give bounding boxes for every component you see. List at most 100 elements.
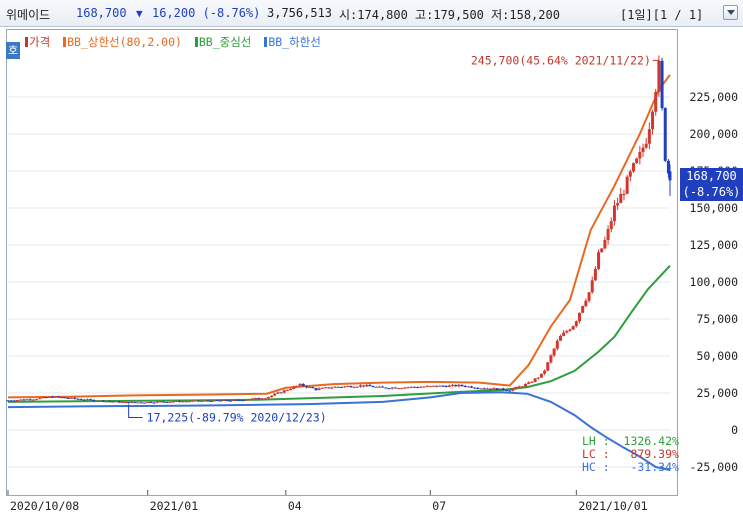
legend-item-bb-middle: BB_중심선 [194, 35, 251, 49]
candle-body [565, 330, 569, 333]
candle-body [73, 397, 77, 399]
candle-body [44, 397, 48, 399]
chart-legend: 가격 BB_상한선(80,2.00) BB_중심선 BB_하한선 [25, 34, 327, 50]
candle-body [54, 396, 58, 398]
candle-body [324, 387, 328, 389]
candle-body [76, 398, 80, 400]
mode-badge[interactable]: 호 [6, 42, 20, 59]
y-tick-label: 150,000 [690, 201, 739, 215]
candle-body [66, 397, 70, 399]
candle-body [225, 400, 229, 402]
candle-body [495, 388, 499, 390]
candle-body [289, 388, 293, 390]
candle-body [397, 388, 401, 390]
legend-swatch [194, 37, 198, 47]
bb-middle-line [7, 265, 671, 403]
dropdown-button[interactable] [723, 5, 738, 20]
candle-body [336, 386, 340, 388]
high-annotation: 245,700(45.64% 2021/11/22) [471, 53, 651, 67]
candle-body [393, 387, 397, 389]
candle-body [390, 387, 394, 389]
period-indicator[interactable]: [1일][1 / 1] [620, 8, 704, 22]
candle-body [568, 329, 572, 331]
candle-body [127, 402, 131, 404]
candle-body [25, 399, 29, 401]
candle-body [241, 400, 245, 402]
candle-body [139, 402, 143, 404]
candle-body [352, 387, 356, 389]
candle-body [578, 312, 582, 322]
candle-body [349, 386, 353, 388]
chevron-down-icon [727, 10, 735, 15]
candle-body [609, 221, 613, 230]
legend-label: 가격 [29, 35, 51, 49]
candle-body [501, 388, 505, 391]
candle-body [416, 387, 420, 389]
legend-label: BB_상한선(80,2.00) [67, 35, 182, 49]
candle-body [546, 362, 550, 371]
candle-body [117, 401, 121, 403]
candle-body [285, 389, 289, 391]
candle-body [654, 91, 658, 112]
candle-body [435, 385, 439, 387]
candle-body [28, 399, 32, 401]
candle-body [70, 397, 74, 399]
candle-body [317, 388, 321, 390]
legend-swatch [63, 37, 67, 47]
candle-body [244, 399, 248, 401]
candle-body [187, 401, 191, 403]
candle-body [358, 385, 362, 387]
candle-body [616, 203, 620, 206]
candle-body [400, 388, 404, 390]
candle-body [12, 400, 16, 402]
legend-item-bb-lower: BB_하한선 [264, 35, 321, 49]
candle-body [85, 399, 89, 401]
candle-body [60, 397, 64, 399]
y-tick-label: 25,000 [696, 386, 738, 400]
candle-body [273, 393, 277, 396]
candle-body [143, 402, 147, 404]
candle-body [6, 400, 10, 402]
candle-body [482, 388, 486, 390]
candle-body [276, 392, 280, 394]
candle-body [603, 239, 607, 249]
candle-body [527, 382, 531, 384]
stat-hc: HC : -31.34% [582, 460, 679, 474]
candle-body [254, 397, 258, 399]
candle-body [651, 111, 655, 130]
candle-body [212, 400, 216, 402]
candle-body [101, 400, 105, 402]
candle-body [587, 292, 591, 301]
stat-lh: LH : 1326.42% [582, 434, 679, 448]
candle-body [200, 400, 204, 402]
candle-body [533, 378, 537, 382]
candle-body [470, 386, 474, 388]
candle-body [558, 335, 562, 341]
candle-body [219, 400, 223, 402]
candle-body [330, 387, 334, 389]
x-tick-label: 07 [432, 499, 446, 513]
candle-body [384, 387, 388, 389]
candle-body [444, 386, 448, 388]
low-marker [128, 404, 143, 419]
candle-body [149, 401, 153, 403]
candle-body [123, 402, 127, 404]
candle-body [247, 399, 251, 401]
candle-body [250, 398, 254, 400]
candle-body [162, 401, 166, 403]
candle-body [508, 390, 512, 392]
candle-body [520, 386, 524, 388]
y-tick-label: -25,000 [690, 460, 739, 474]
candle-body [266, 397, 270, 399]
candle-body [517, 386, 521, 388]
candle-body [79, 399, 83, 401]
candle-body [155, 401, 159, 403]
candle-body [663, 108, 667, 161]
candle-body [422, 386, 426, 388]
candle-body [206, 400, 210, 402]
candle-body [425, 385, 429, 387]
candle-body [647, 129, 651, 144]
candle-body [403, 387, 407, 389]
y-tick-label: 50,000 [696, 349, 738, 363]
